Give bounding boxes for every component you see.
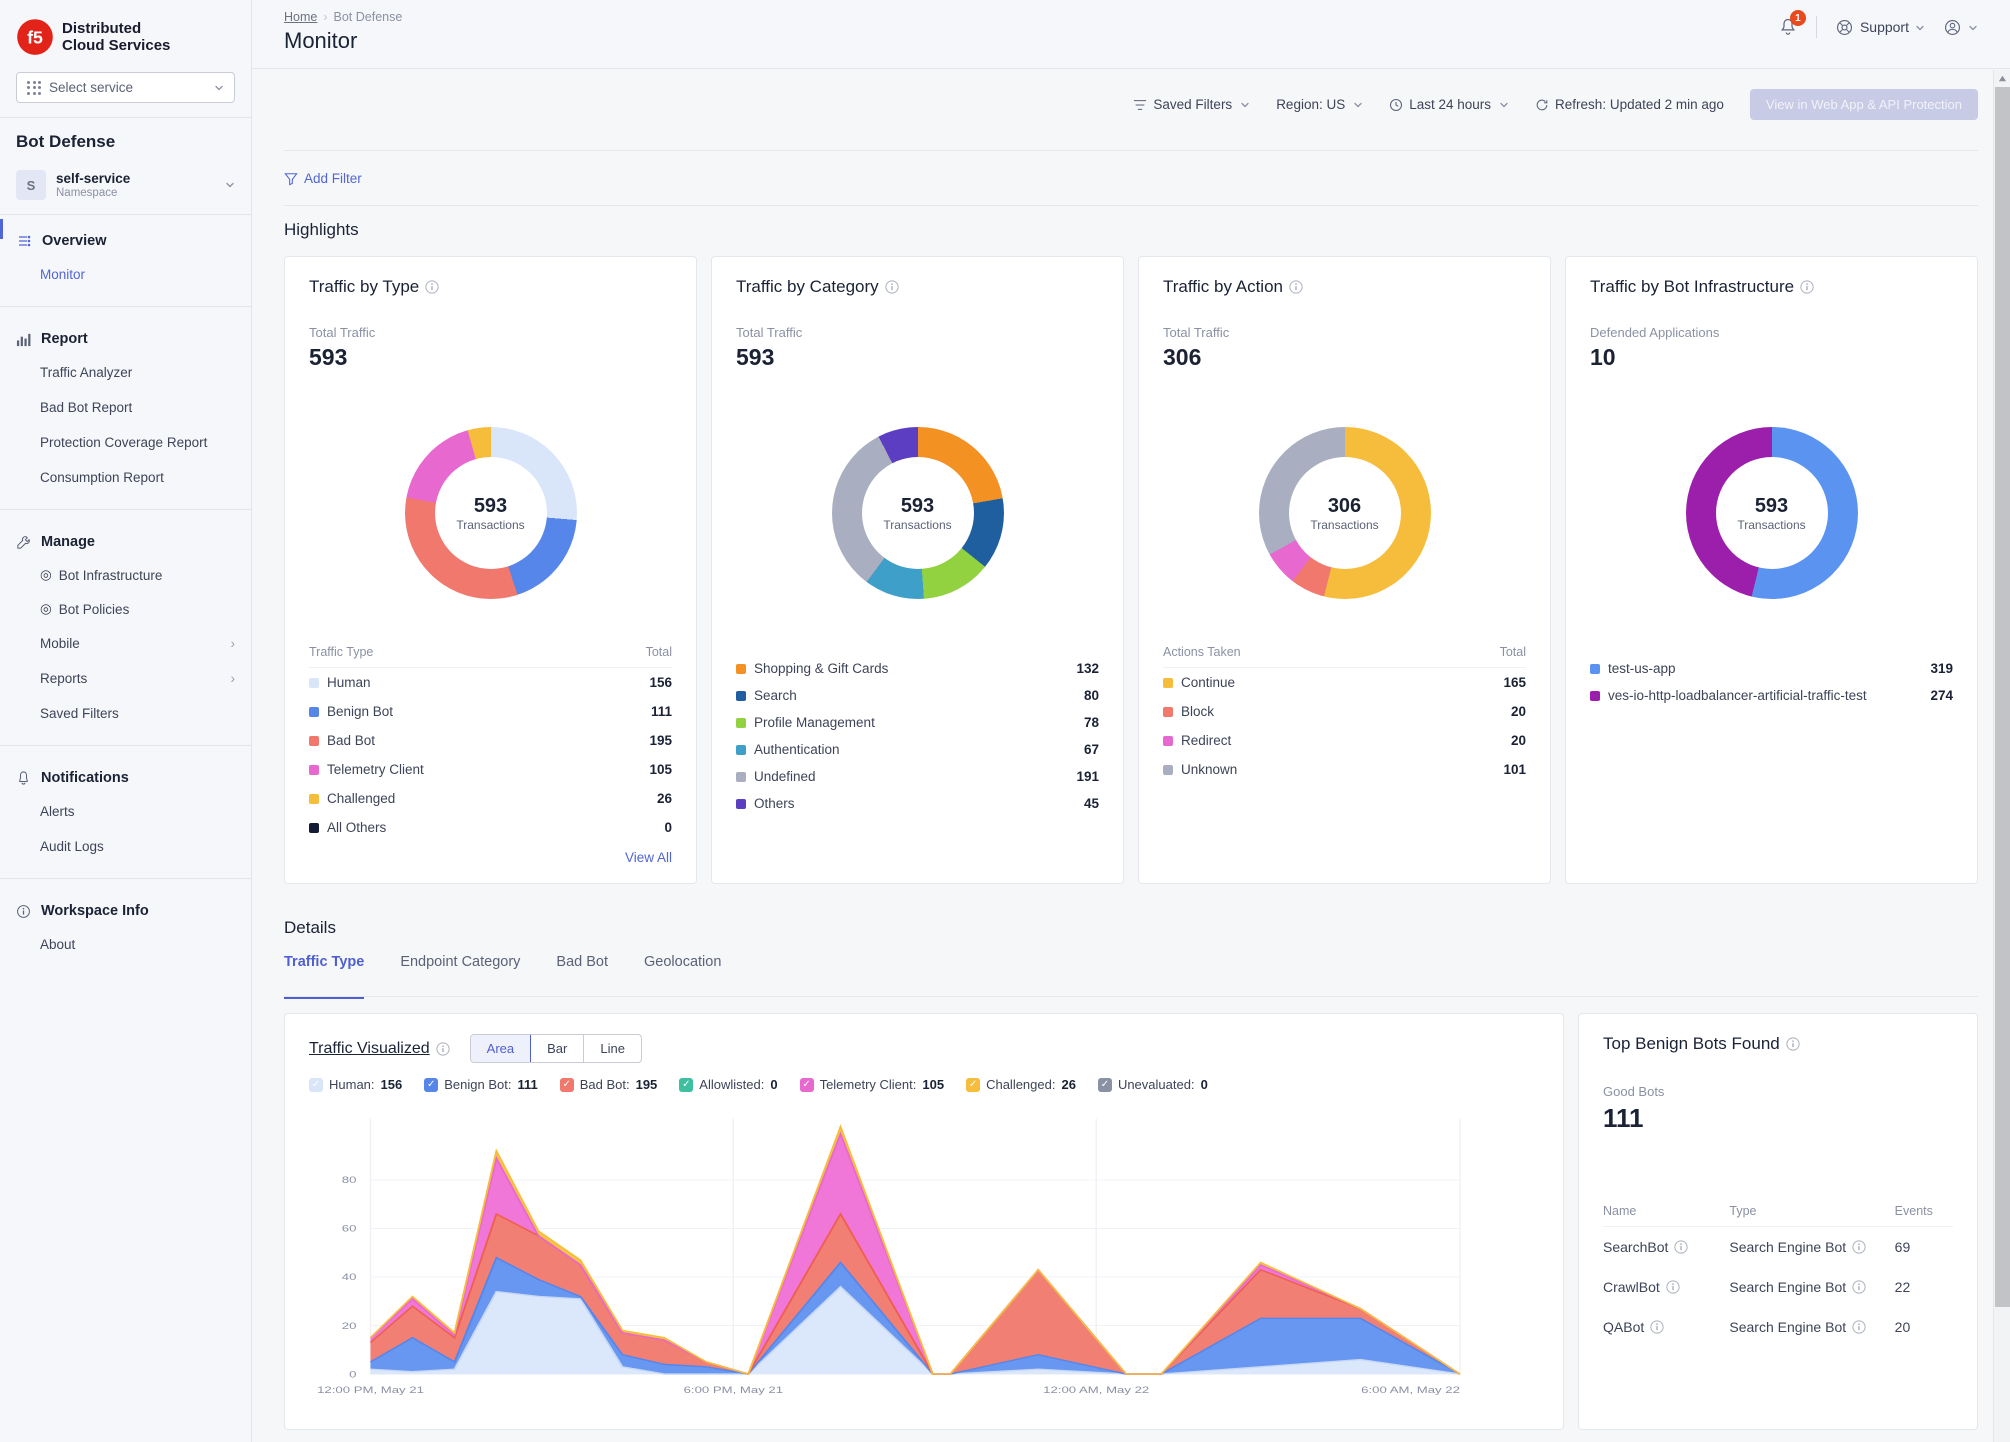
- svg-text:12:00 AM, May 22: 12:00 AM, May 22: [1043, 1386, 1149, 1396]
- svg-text:6:00 PM, May 21: 6:00 PM, May 21: [684, 1386, 783, 1396]
- svg-text:12:00 PM, May 21: 12:00 PM, May 21: [317, 1386, 424, 1396]
- svg-text:20: 20: [342, 1321, 357, 1331]
- svg-text:60: 60: [342, 1224, 357, 1234]
- svg-text:0: 0: [349, 1370, 356, 1380]
- svg-text:6:00 AM, May 22: 6:00 AM, May 22: [1361, 1386, 1460, 1396]
- svg-text:40: 40: [342, 1273, 357, 1283]
- svg-text:f5: f5: [27, 28, 43, 48]
- svg-text:80: 80: [342, 1176, 357, 1186]
